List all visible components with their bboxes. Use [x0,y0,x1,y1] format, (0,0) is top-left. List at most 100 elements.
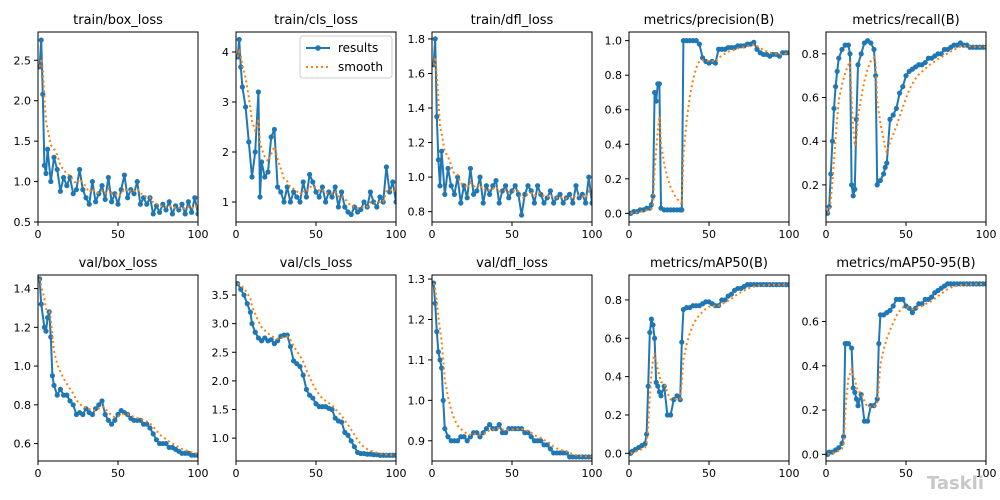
results-point [41,162,48,169]
plot-frame [825,274,987,462]
results-point [300,372,306,378]
chart-title: val/cls_loss [280,256,353,271]
y-tick-label: 0.5 [14,216,32,229]
results-point [512,183,518,189]
results-point [589,200,592,206]
results-point [313,189,319,195]
x-tick-label: 50 [111,228,125,241]
results-point [361,199,367,205]
results-point [487,422,493,428]
results-point [377,194,383,200]
results-point [919,301,925,307]
results-point [49,373,56,379]
y-tick-label: 2.5 [212,346,230,359]
results-point [496,200,502,206]
results-point [522,191,528,197]
results-point [294,194,300,200]
results-point [435,349,441,355]
results-point [291,189,297,195]
results-point [105,174,111,181]
results-point [241,292,247,298]
results-point [893,105,900,112]
y-tick-label: 2.0 [212,375,230,388]
results-point [547,188,554,194]
subplot-4: metrics/precision(B) 0 50 100 0.0 0.2 0.4 0.6 0.… [605,13,800,241]
y-tick-label: 1.4 [408,102,426,115]
results-point [57,386,64,392]
chart-title: metrics/recall(B) [852,13,959,28]
results-point [51,382,57,389]
results-point [451,191,457,197]
x-tick-label: 0 [429,228,436,241]
results-line [629,283,789,454]
chart-title: train/box_loss [73,13,163,28]
y-tick-label: 0.2 [802,179,820,192]
results-point [464,195,470,201]
results-point [38,301,44,307]
x-tick-label: 0 [233,467,240,480]
results-point [252,149,258,155]
results-point [93,199,99,205]
x-tick-label: 0 [429,467,436,480]
results-point [929,294,935,300]
results-point [442,426,448,432]
subplot-6: val/box_loss 0 50 100 0.6 0.8 1.0 1.2 1.4 [14,256,209,480]
results-point [243,104,249,110]
results-point [528,434,534,440]
results-point [850,193,856,199]
x-tick-label: 100 [188,467,209,480]
smooth-line [432,56,592,201]
results-point [137,201,143,207]
subplot-7: val/cls_loss 0 50 100 1.0 1.5 2.0 2.5 3.0 3.5 [212,256,407,480]
results-point [345,432,351,438]
results-point [64,183,70,189]
results-point [150,211,156,217]
results-point [853,396,860,402]
y-tick-label: 0.2 [605,173,623,186]
results-point [332,184,338,190]
results-point [271,126,277,133]
results-point [496,422,502,428]
results-point [99,398,105,404]
results-point [874,182,880,188]
results-point [887,307,893,314]
results-point [307,171,313,178]
results-point [278,189,284,195]
results-point [195,211,198,217]
results-point [897,90,903,96]
results-point [77,166,83,173]
y-tick-label: 2.5 [14,54,32,67]
results-point [839,46,845,53]
results-point [679,207,685,213]
results-point [440,397,446,403]
smooth-line [630,283,789,455]
x-tick-label: 0 [626,228,633,241]
y-tick-label: 0.9 [408,435,426,448]
results-point [238,286,244,292]
chart-title: metrics/mAP50-95(B) [836,256,975,271]
results-point [310,179,316,185]
results-point [506,195,512,201]
results-point [786,50,789,56]
y-tick-label: 2 [222,146,229,159]
y-tick-label: 0.8 [605,69,623,82]
watermark-text: Taskli [926,473,984,494]
results-point [652,89,658,96]
y-tick-label: 1.2 [408,137,426,150]
legend-results-label: results [338,41,378,55]
y-tick-label: 1.5 [212,403,230,416]
results-point [348,211,354,218]
y-tick-label: 3 [222,96,229,109]
results-point [262,174,268,180]
results-point [442,191,448,197]
results-point [477,174,483,180]
chart-title: train/dfl_loss [471,13,554,28]
y-tick-label: 1.0 [14,360,32,373]
results-point [238,64,244,70]
results-point [339,419,345,425]
results-point [658,393,664,399]
results-point [884,160,890,166]
results-point [43,170,49,177]
results-point [455,438,461,444]
y-tick-label: 1.2 [408,313,426,326]
